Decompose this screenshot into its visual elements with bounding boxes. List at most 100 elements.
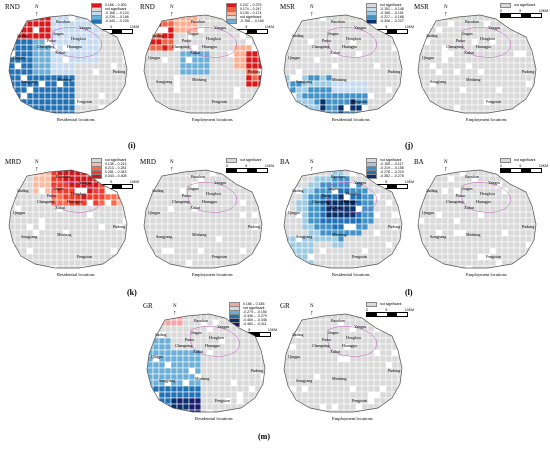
grid-cell [379, 199, 387, 207]
legend-swatch [366, 173, 377, 179]
grid-cell [9, 38, 16, 46]
grid-cell [144, 92, 151, 100]
grid-cell [32, 205, 40, 213]
district-label: Jingan [328, 31, 338, 36]
grid-cell [194, 403, 202, 411]
grid-cell [254, 331, 262, 339]
grid-cell [212, 367, 220, 375]
grid-cell [307, 361, 315, 369]
grid-cell [337, 32, 345, 40]
grid-cell [331, 193, 339, 201]
district-label: Baoshan [191, 19, 205, 24]
subfigure-label: (j) [405, 141, 413, 150]
grid-cell [92, 187, 100, 195]
grid-cell [233, 92, 241, 100]
grid-cell [221, 187, 229, 195]
grid-cell [385, 181, 393, 189]
grid-cell [158, 391, 166, 399]
grid-cell [429, 223, 437, 231]
grid-cell [80, 205, 88, 213]
grid-cell [453, 241, 461, 249]
grid-cell [98, 265, 106, 268]
grid-cell [212, 379, 220, 387]
grid-cell [435, 199, 443, 207]
grid-cell [116, 211, 124, 219]
grid-cell [418, 98, 425, 106]
grid-cell [149, 104, 157, 112]
grid-cell [182, 367, 190, 375]
north-label: N [170, 160, 174, 165]
grid-cell [289, 15, 297, 22]
grid-cell [507, 241, 515, 249]
grid-cell [435, 62, 443, 70]
grid-cell [191, 223, 199, 231]
grid-cell [32, 223, 40, 231]
grid-cell [212, 385, 220, 393]
grid-cell [44, 20, 52, 28]
grid-cell [110, 74, 118, 82]
grid-cell [531, 181, 536, 189]
legend: not significant [226, 157, 261, 163]
grid-cell [86, 170, 94, 177]
grid-cell [86, 80, 94, 88]
grid-cell [251, 74, 259, 82]
grid-cell [161, 56, 169, 64]
grid-cell [447, 205, 455, 213]
grid-cell [477, 223, 485, 231]
grid-cell [257, 181, 262, 189]
grid-cell [56, 86, 64, 94]
north-arrow-icon: N ↑ [444, 160, 448, 173]
grid-cell [361, 86, 369, 94]
grid-cell [429, 265, 437, 268]
grid-cell [104, 44, 112, 52]
grid-cell [215, 259, 223, 267]
grid-cell [337, 98, 345, 106]
grid-cell [301, 241, 309, 249]
grid-cell [385, 86, 393, 94]
grid-cell [361, 38, 369, 46]
grid-cell [161, 193, 169, 201]
grid-cell [429, 104, 437, 112]
grid-cell [9, 86, 16, 94]
grid-cell [182, 349, 190, 357]
grid-cell [313, 319, 321, 327]
grid-cell [122, 187, 127, 195]
grid-cell [86, 229, 94, 237]
grid-cell [227, 253, 235, 261]
grid-cell [9, 175, 16, 183]
city-outline [283, 169, 403, 269]
grid-cell [227, 26, 235, 34]
grid-cell [501, 253, 509, 261]
grid-cell [194, 397, 202, 405]
grid-cell [465, 86, 473, 94]
grid-cell [74, 223, 82, 231]
scale-label: 5 [245, 25, 248, 29]
grid-cell [144, 187, 151, 195]
grid-cell [355, 62, 363, 70]
grid-cell [14, 15, 22, 22]
grid-cell [379, 217, 387, 225]
grid-cell [44, 92, 52, 100]
grid-cell [227, 44, 235, 52]
grid-cell [495, 170, 503, 177]
grid-cell [32, 241, 40, 249]
grid-cell [489, 199, 497, 207]
grid-cell [501, 170, 509, 177]
grid-cell [224, 361, 232, 369]
grid-cell [373, 385, 381, 393]
grid-cell [519, 235, 527, 243]
grid-cell [185, 86, 193, 94]
grid-cell [26, 247, 34, 255]
district-label: Yangpu [214, 25, 226, 30]
grid-cell [465, 247, 473, 255]
grid-cell [9, 32, 16, 40]
grid-cell [203, 62, 211, 70]
grid-cell [227, 211, 235, 219]
grid-cell [80, 235, 88, 243]
grid-cell [495, 38, 503, 46]
grid-cell [513, 44, 521, 52]
city-outline [417, 169, 537, 269]
grid-cell [251, 175, 259, 183]
grid-cell [206, 409, 214, 412]
grid-cell [149, 259, 157, 267]
